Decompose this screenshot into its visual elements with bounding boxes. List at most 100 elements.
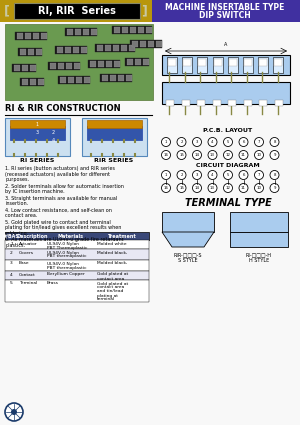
FancyBboxPatch shape: [66, 63, 72, 69]
FancyBboxPatch shape: [105, 45, 111, 51]
FancyBboxPatch shape: [258, 57, 268, 73]
Text: 2: 2: [180, 173, 183, 177]
FancyBboxPatch shape: [162, 212, 214, 232]
Text: 10: 10: [256, 186, 262, 190]
FancyBboxPatch shape: [33, 33, 39, 39]
Circle shape: [208, 138, 217, 147]
Text: 8: 8: [273, 173, 276, 177]
FancyBboxPatch shape: [20, 49, 26, 55]
FancyBboxPatch shape: [5, 240, 149, 249]
Circle shape: [270, 150, 279, 159]
Text: 2. Solder terminals allow for automatic insertion: 2. Solder terminals allow for automatic …: [5, 184, 124, 189]
Text: 13: 13: [210, 186, 215, 190]
FancyBboxPatch shape: [168, 59, 176, 66]
Text: 1: 1: [165, 140, 167, 144]
FancyBboxPatch shape: [15, 32, 47, 40]
Circle shape: [177, 150, 186, 159]
FancyBboxPatch shape: [18, 48, 42, 56]
Circle shape: [161, 170, 170, 179]
Text: #/BAS: #/BAS: [3, 233, 20, 238]
Circle shape: [239, 184, 248, 193]
Text: contact area: contact area: [97, 277, 124, 280]
FancyBboxPatch shape: [259, 100, 267, 106]
Text: 11: 11: [241, 186, 246, 190]
Text: Brass: Brass: [47, 281, 59, 286]
Text: UL94V-0 Nylon: UL94V-0 Nylon: [47, 241, 79, 246]
Circle shape: [224, 138, 232, 147]
Circle shape: [254, 170, 263, 179]
FancyBboxPatch shape: [65, 47, 71, 53]
FancyBboxPatch shape: [230, 212, 288, 232]
Text: DIP SWITCH: DIP SWITCH: [199, 11, 251, 20]
FancyBboxPatch shape: [17, 33, 23, 39]
Text: 4. Low contact resistance, and self-clean on: 4. Low contact resistance, and self-clea…: [5, 207, 112, 212]
Text: Actuator: Actuator: [19, 241, 38, 246]
FancyBboxPatch shape: [30, 65, 36, 71]
Text: 5: 5: [227, 140, 229, 144]
Text: plating at: plating at: [97, 294, 118, 297]
FancyBboxPatch shape: [95, 44, 135, 52]
FancyBboxPatch shape: [156, 41, 162, 47]
FancyBboxPatch shape: [243, 57, 253, 73]
Text: 5: 5: [10, 281, 13, 286]
Text: 1: 1: [165, 173, 167, 177]
FancyBboxPatch shape: [125, 58, 149, 66]
FancyBboxPatch shape: [274, 59, 282, 66]
FancyBboxPatch shape: [152, 0, 300, 22]
Text: 4: 4: [51, 138, 55, 142]
FancyBboxPatch shape: [22, 79, 28, 85]
FancyBboxPatch shape: [10, 120, 65, 128]
Text: plastics.: plastics.: [5, 243, 25, 247]
Text: RI SERIES: RI SERIES: [20, 158, 54, 163]
FancyBboxPatch shape: [122, 27, 128, 33]
Text: MACHINE INSERTABLE TYPE: MACHINE INSERTABLE TYPE: [165, 3, 285, 11]
Text: Beryllium Copper: Beryllium Copper: [47, 272, 85, 277]
Text: Base: Base: [19, 261, 30, 266]
Text: ]: ]: [141, 5, 147, 17]
Text: 11: 11: [241, 153, 246, 157]
Text: Materials: Materials: [58, 233, 84, 238]
Circle shape: [193, 184, 202, 193]
FancyBboxPatch shape: [182, 57, 192, 73]
Circle shape: [177, 184, 186, 193]
Text: 3: 3: [196, 140, 198, 144]
FancyBboxPatch shape: [65, 28, 97, 36]
Circle shape: [224, 184, 232, 193]
Circle shape: [270, 138, 279, 147]
FancyBboxPatch shape: [214, 59, 222, 66]
FancyBboxPatch shape: [87, 120, 142, 128]
Text: 8: 8: [273, 140, 276, 144]
FancyBboxPatch shape: [162, 82, 290, 104]
FancyBboxPatch shape: [10, 126, 65, 140]
FancyBboxPatch shape: [75, 29, 81, 35]
FancyBboxPatch shape: [197, 100, 205, 106]
FancyBboxPatch shape: [113, 45, 119, 51]
Text: 9: 9: [273, 186, 276, 190]
Text: 6: 6: [242, 140, 245, 144]
FancyBboxPatch shape: [244, 100, 251, 106]
FancyBboxPatch shape: [182, 100, 190, 106]
FancyBboxPatch shape: [5, 118, 70, 156]
Text: Treatment: Treatment: [108, 233, 137, 238]
Text: Contact: Contact: [19, 272, 36, 277]
Text: 3: 3: [10, 261, 13, 266]
FancyBboxPatch shape: [58, 76, 90, 84]
FancyBboxPatch shape: [259, 59, 267, 66]
FancyBboxPatch shape: [50, 63, 56, 69]
FancyBboxPatch shape: [162, 55, 290, 75]
Circle shape: [254, 138, 263, 147]
FancyBboxPatch shape: [126, 75, 132, 81]
FancyBboxPatch shape: [22, 65, 28, 71]
FancyBboxPatch shape: [57, 47, 63, 53]
Text: plating for tin/lead gives excellent results when: plating for tin/lead gives excellent res…: [5, 225, 122, 230]
Text: and tin/lead: and tin/lead: [97, 289, 123, 294]
Text: 2: 2: [51, 130, 55, 136]
Text: 6. All materials are UL94V-0 grade fire retardant: 6. All materials are UL94V-0 grade fire …: [5, 237, 124, 242]
Polygon shape: [162, 232, 214, 247]
FancyBboxPatch shape: [58, 63, 64, 69]
Circle shape: [208, 184, 217, 193]
Circle shape: [11, 409, 17, 415]
FancyBboxPatch shape: [5, 249, 149, 260]
Text: 1: 1: [10, 241, 13, 246]
FancyBboxPatch shape: [118, 75, 124, 81]
